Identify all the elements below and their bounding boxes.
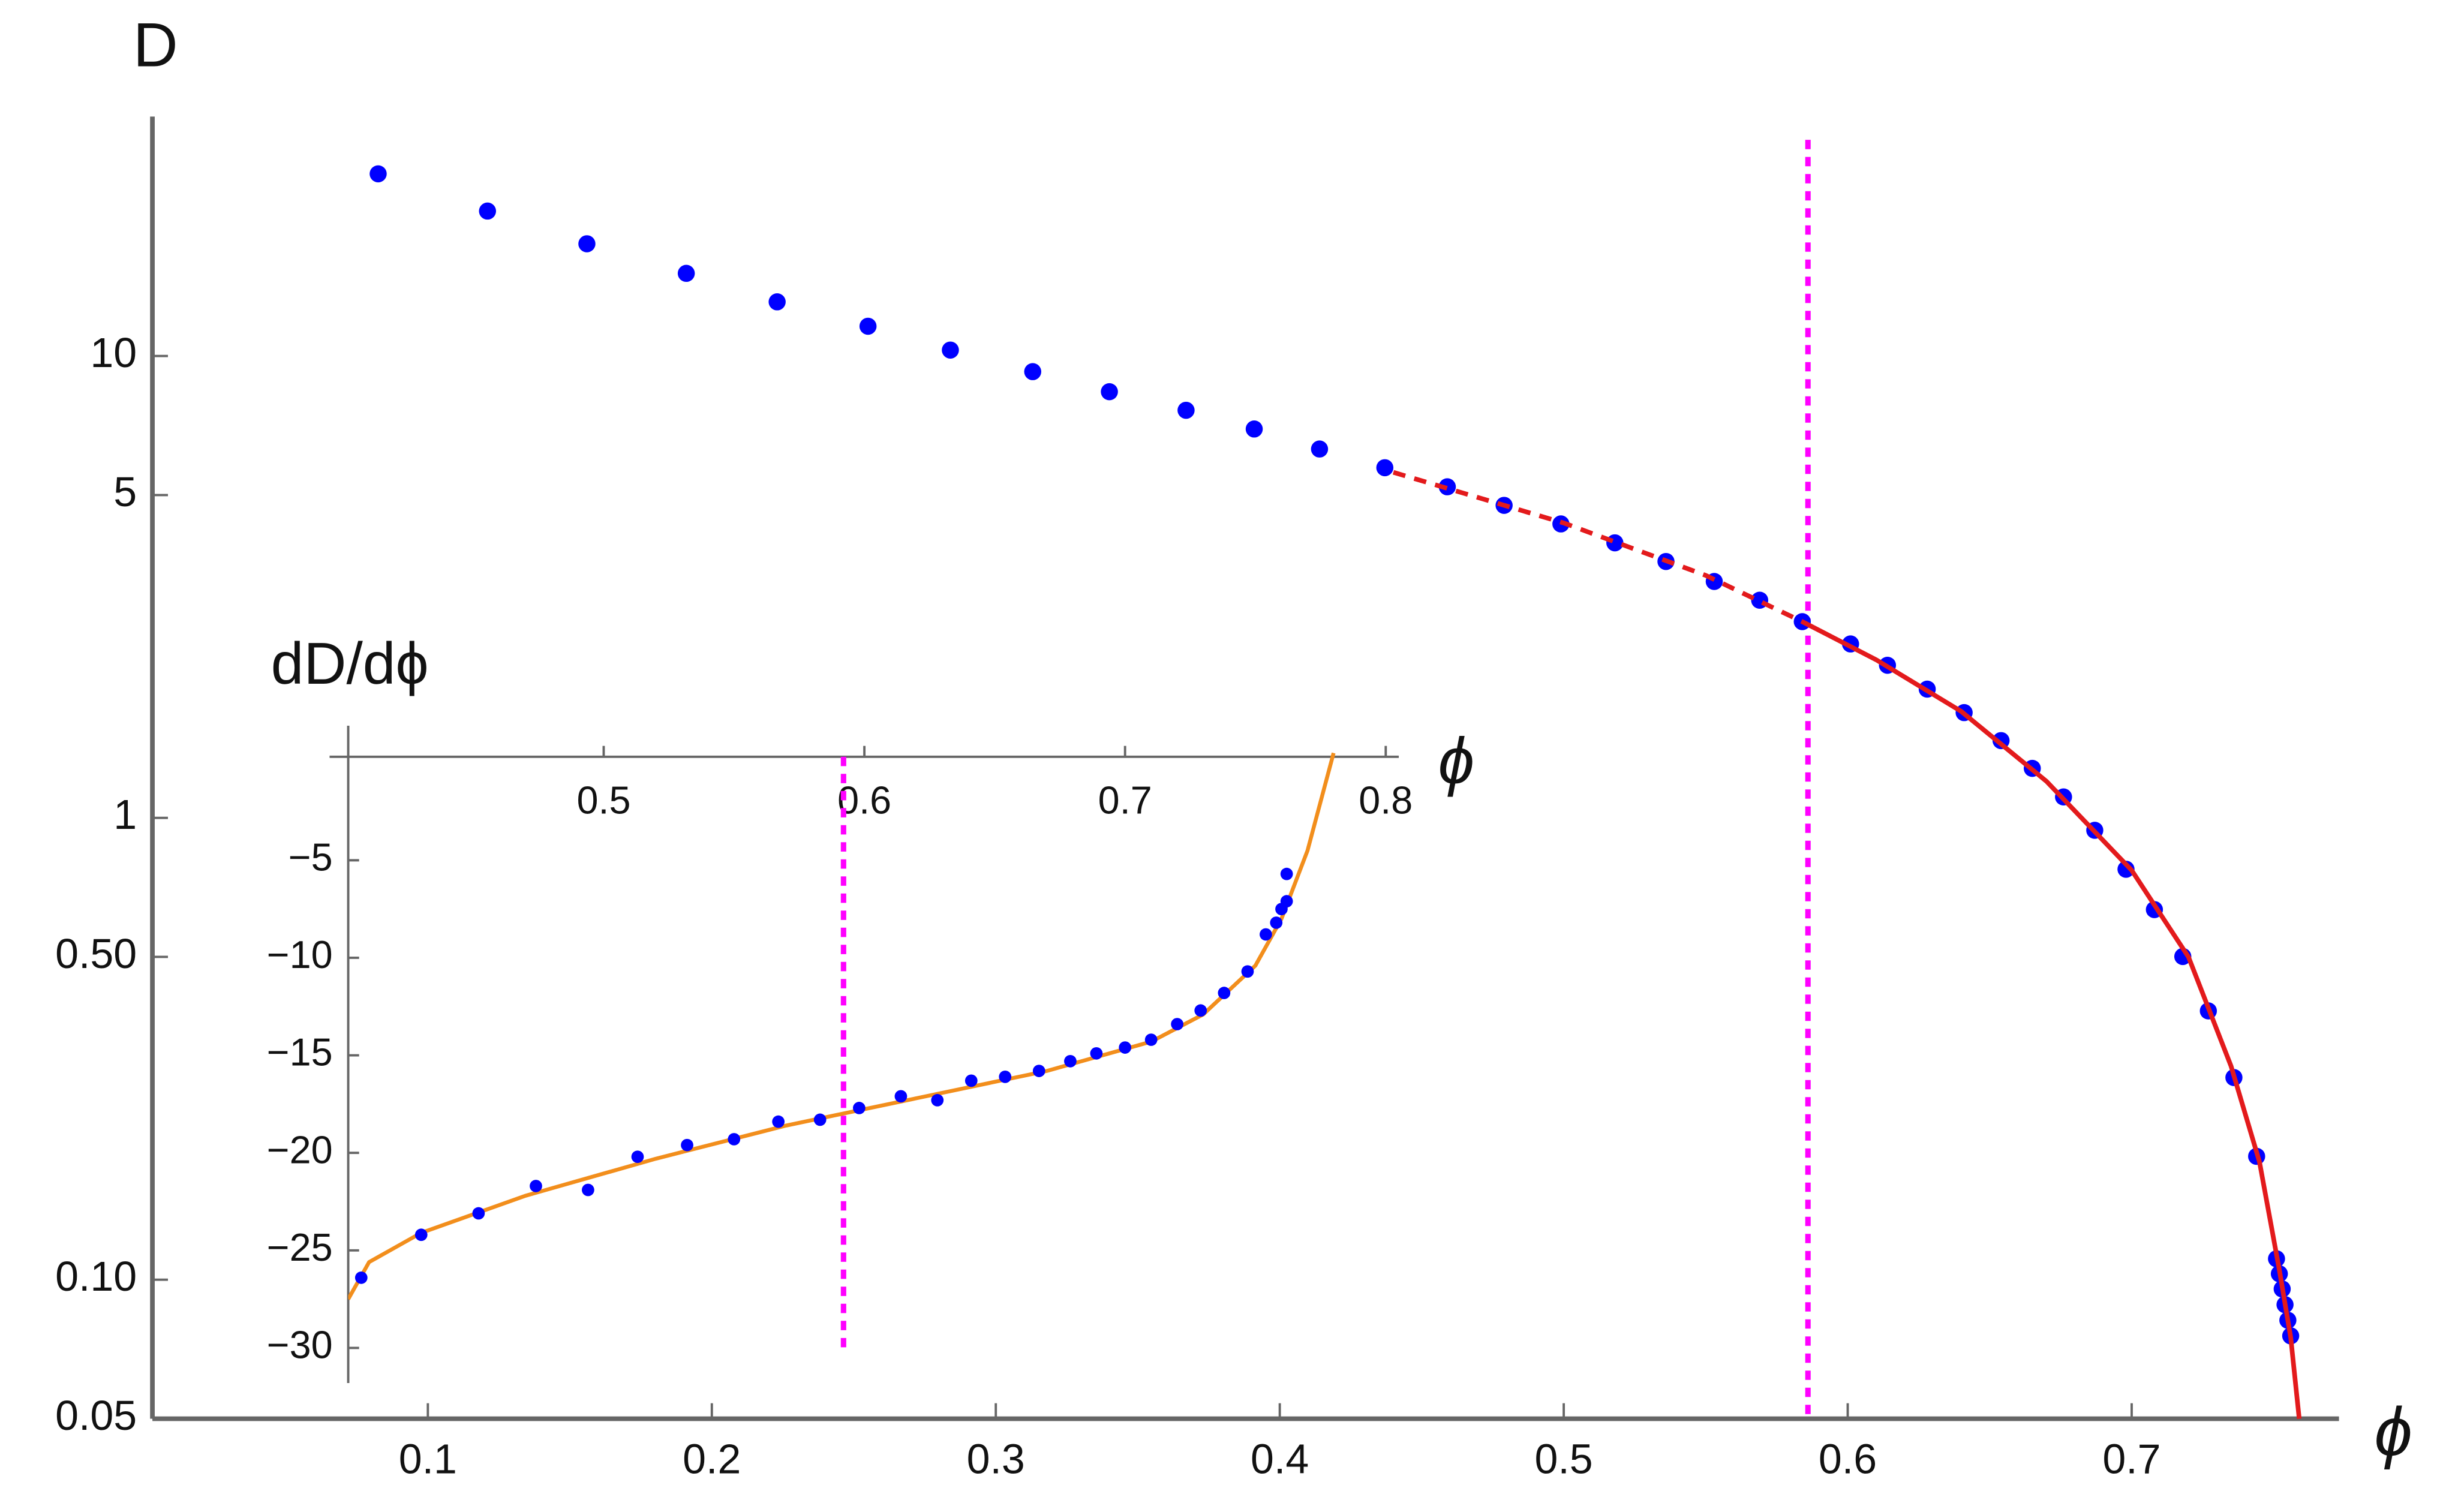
data-point (369, 165, 387, 183)
data-point (1376, 459, 1394, 477)
data-point (1090, 1047, 1103, 1060)
fit-line (348, 752, 1336, 1300)
data-point (1194, 1004, 1207, 1017)
fit-line (1801, 620, 2302, 1419)
panel: 0.1 0.2 0.3 0.4 0.5 0.6 0.7 0.05 0.10 0.50 1 5 10 Dϕ (55, 10, 2412, 1482)
y-tick-label: −15 (267, 1030, 333, 1074)
y-axis-label: D (133, 10, 178, 79)
y-tick-label: 0.10 (55, 1253, 137, 1300)
data-point (1606, 534, 1624, 552)
data-point (681, 1138, 693, 1152)
data-point (772, 1115, 785, 1128)
data-point (530, 1180, 542, 1192)
data-point (472, 1207, 485, 1220)
y-tick-label: 0.50 (55, 930, 137, 977)
x-axis-label: ϕ (1438, 725, 1475, 798)
panel: 0.5 0.6 0.7 0.8 −5 −10 −15 −20 −25 −30 dD/dϕ ϕ (267, 630, 1474, 1383)
data-point (813, 1113, 827, 1126)
y-tick-label: −25 (267, 1225, 333, 1269)
x-tick-label: 0.6 (837, 778, 891, 822)
x-tick-label: 0.4 (1251, 1436, 1309, 1483)
x-tick-label: 0.5 (576, 778, 630, 822)
data-point (1218, 987, 1231, 999)
data-point (853, 1102, 866, 1114)
data-point (1241, 965, 1254, 978)
x-tick-label: 0.2 (683, 1436, 741, 1483)
data-point (768, 293, 786, 311)
data-point (2117, 861, 2135, 878)
x-tick-label: 0.8 (1359, 778, 1413, 822)
x-tick-label: 0.7 (2102, 1436, 2160, 1483)
y-tick-label: −10 (267, 933, 333, 976)
data-point (1311, 440, 1329, 458)
y-tick-label: 10 (90, 329, 137, 376)
data-point (1171, 1018, 1183, 1030)
data-point (1064, 1054, 1077, 1068)
y-tick-label: 5 (113, 468, 137, 515)
data-point (1119, 1041, 1132, 1054)
data-point (1260, 928, 1272, 941)
data-point (631, 1150, 644, 1164)
data-point (894, 1090, 908, 1103)
x-tick-label: 0.1 (399, 1436, 457, 1483)
data-point (1144, 1033, 1158, 1046)
x-tick-label: 0.7 (1098, 778, 1152, 822)
x-tick-label: 0.3 (967, 1436, 1025, 1483)
data-point (414, 1228, 428, 1242)
y-tick-label: 0.05 (55, 1392, 137, 1439)
y-tick-label: 1 (113, 791, 137, 838)
data-point (1024, 363, 1042, 380)
data-point (1032, 1065, 1045, 1077)
data-point (1245, 420, 1263, 438)
data-point (578, 235, 596, 252)
data-point (859, 317, 877, 335)
data-point (1280, 867, 1293, 880)
y-tick-label: −5 (289, 835, 333, 879)
data-point (677, 264, 695, 282)
y-tick-label: −20 (267, 1128, 333, 1171)
data-point (354, 1271, 368, 1284)
data-point (942, 341, 959, 359)
data-point (728, 1133, 741, 1146)
fit-line (1392, 470, 1804, 624)
data-point (1270, 916, 1283, 929)
y-axis-label: dD/dϕ (271, 630, 429, 696)
x-tick-label: 0.5 (1534, 1436, 1592, 1483)
x-axis-label: ϕ (2375, 1394, 2412, 1471)
data-point (1280, 895, 1293, 908)
data-point (999, 1070, 1012, 1083)
data-point (479, 202, 497, 220)
y-tick-label: −30 (267, 1323, 333, 1367)
data-point (931, 1094, 944, 1107)
data-point (964, 1074, 978, 1087)
x-tick-label: 0.6 (1819, 1436, 1877, 1483)
data-point (1177, 401, 1195, 419)
data-point (1101, 383, 1118, 401)
data-point (582, 1183, 594, 1197)
